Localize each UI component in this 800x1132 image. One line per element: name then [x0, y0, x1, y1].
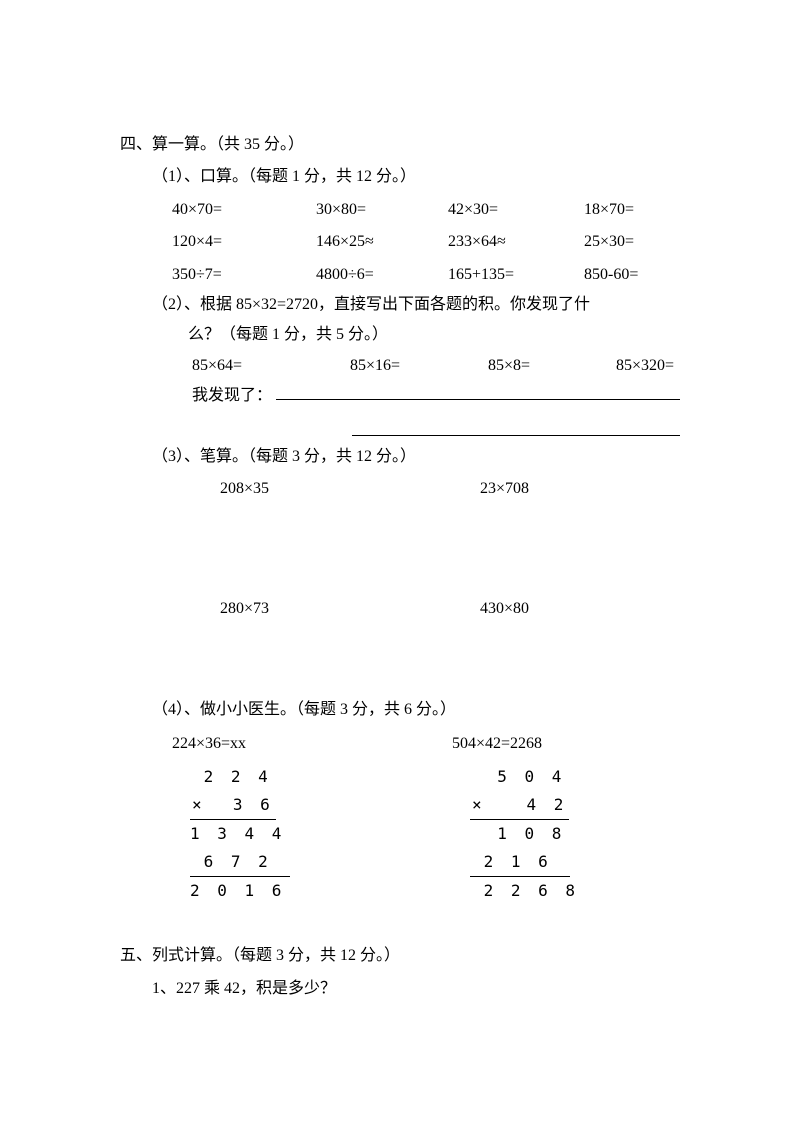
subsection-3-title: （3）、笔算。（每题 3 分，共 12 分。） — [152, 442, 680, 472]
section-4-title: 四、算一算。（共 35 分。） — [120, 130, 680, 160]
pen-item: 23×708 — [480, 474, 529, 504]
calc-item: 233×64≈ — [448, 227, 584, 257]
vcalc-line: 1 0 8 — [470, 820, 565, 848]
pen-row-2: 280×73 430×80 — [220, 594, 680, 624]
vcalc-line: 1 3 4 4 — [190, 820, 285, 848]
calc-item: 25×30= — [584, 227, 684, 257]
vcalc-line: × 4 2 — [470, 791, 569, 820]
vert-calc-container: 224×36=xx 2 2 4 × 3 6 1 3 4 4 6 7 2 2 0 … — [172, 729, 680, 905]
vcalc-line: 2 2 6 8 — [470, 877, 579, 905]
underline-blank-2 — [352, 418, 680, 436]
calc-item: 146×25≈ — [316, 227, 448, 257]
calc-row-2: 120×4= 146×25≈ 233×64≈ 25×30= — [172, 227, 680, 257]
calc-item: 85×8= — [488, 351, 578, 381]
calc-item: 30×80= — [316, 195, 448, 225]
subsection-2-line2: 么？（每题 1 分，共 5 分。） — [188, 320, 680, 350]
calc-item: 40×70= — [172, 195, 316, 225]
section-5-q1: 1、227 乘 42，积是多少？ — [152, 974, 680, 1004]
subsection-2-line1: （2）、根据 85×32=2720，直接写出下面各题的积。你发现了什 — [152, 290, 680, 320]
sub2-items: 85×64= 85×16= 85×8= 85×320= — [192, 351, 680, 381]
vcalc-line: 6 7 2 — [190, 848, 290, 877]
vert-calc-header: 224×36=xx — [172, 729, 452, 759]
vert-calc-body: 2 2 4 × 3 6 1 3 4 4 6 7 2 2 0 1 6 — [190, 763, 452, 905]
calc-item: 350÷7= — [172, 260, 316, 290]
calc-item: 85×64= — [192, 351, 312, 381]
pen-item: 208×35 — [220, 474, 480, 504]
calc-item: 85×320= — [616, 351, 674, 381]
vert-calc-left: 224×36=xx 2 2 4 × 3 6 1 3 4 4 6 7 2 2 0 … — [172, 729, 452, 905]
pen-row-1: 208×35 23×708 — [220, 474, 680, 504]
vcalc-line: 2 2 4 — [190, 763, 272, 791]
subsection-1-title: （1）、口算。（每题 1 分，共 12 分。） — [152, 162, 680, 192]
calc-item: 120×4= — [172, 227, 316, 257]
calc-item: 18×70= — [584, 195, 684, 225]
vcalc-line: 2 0 1 6 — [190, 877, 285, 905]
vert-calc-body: 5 0 4 × 4 2 1 0 8 2 1 6 2 2 6 8 — [470, 763, 579, 905]
vcalc-line: × 3 6 — [190, 791, 276, 820]
pen-item: 430×80 — [480, 594, 529, 624]
pen-item: 280×73 — [220, 594, 480, 624]
calc-item: 4800÷6= — [316, 260, 448, 290]
vcalc-line: 2 1 6 — [470, 848, 570, 877]
vcalc-line: 5 0 4 — [470, 763, 565, 791]
section-5: 五、列式计算。（每题 3 分，共 12 分。） 1、227 乘 42，积是多少？ — [120, 941, 680, 1004]
underline-blank — [276, 384, 680, 400]
vert-calc-header: 504×42=2268 — [452, 729, 579, 759]
calc-item: 42×30= — [448, 195, 584, 225]
vert-calc-right: 504×42=2268 5 0 4 × 4 2 1 0 8 2 1 6 2 2 … — [452, 729, 579, 905]
calc-item: 85×16= — [350, 351, 450, 381]
calc-row-3: 350÷7= 4800÷6= 165+135= 850-60= — [172, 260, 680, 290]
subsection-4-title: （4）、做小小医生。（每题 3 分，共 6 分。） — [152, 695, 680, 725]
section-5-title: 五、列式计算。（每题 3 分，共 12 分。） — [120, 941, 680, 971]
calc-item: 850-60= — [584, 260, 684, 290]
discover-row: 我发现了： — [192, 381, 680, 411]
calc-row-1: 40×70= 30×80= 42×30= 18×70= — [172, 195, 680, 225]
calc-item: 165+135= — [448, 260, 584, 290]
discover-label: 我发现了： — [192, 381, 272, 411]
